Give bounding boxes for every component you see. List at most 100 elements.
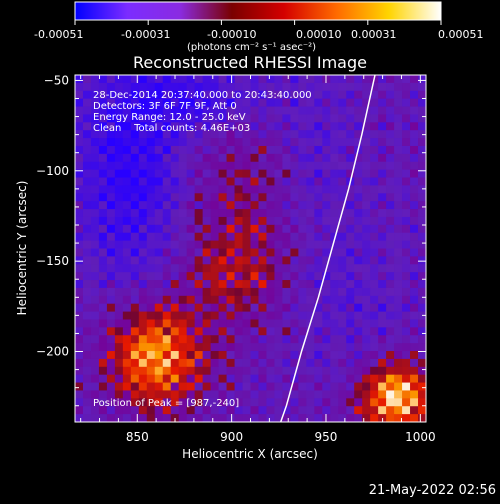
heatmap-cell xyxy=(162,374,172,383)
heatmap-cell xyxy=(210,98,219,107)
heatmap-cell xyxy=(178,106,188,115)
heatmap-cell xyxy=(122,390,132,399)
heatmap-cell xyxy=(146,414,156,422)
heatmap-cell xyxy=(330,351,339,360)
heatmap-cell xyxy=(258,351,267,360)
heatmap-cell xyxy=(75,193,84,202)
heatmap-cell xyxy=(242,216,251,226)
heatmap-cell xyxy=(242,177,251,186)
heatmap-cell xyxy=(378,169,387,178)
heatmap-cell xyxy=(242,193,251,202)
heatmap-cell xyxy=(170,358,180,368)
heatmap-cell xyxy=(370,358,379,368)
heatmap-cell xyxy=(226,138,235,147)
heatmap-cell xyxy=(338,90,347,100)
heatmap-cell xyxy=(178,295,188,305)
heatmap-cell xyxy=(402,295,411,305)
heatmap-cell xyxy=(346,75,355,84)
heatmap-cell xyxy=(370,295,379,305)
heatmap-cell xyxy=(338,224,347,234)
heatmap-cell xyxy=(98,382,108,391)
heatmap-cell xyxy=(386,311,395,320)
heatmap-cell xyxy=(162,114,172,123)
heatmap-cell xyxy=(402,169,411,178)
heatmap-cell xyxy=(394,201,403,210)
heatmap-cell xyxy=(242,406,251,415)
heatmap-cell xyxy=(106,272,116,281)
heatmap-cell xyxy=(202,390,212,399)
heatmap-cell xyxy=(170,75,180,84)
heatmap-cell xyxy=(346,138,355,147)
heatmap-cell xyxy=(154,240,164,249)
heatmap-cell xyxy=(250,280,259,289)
heatmap-cell xyxy=(202,185,212,194)
heatmap-cell xyxy=(90,185,100,194)
heatmap-cell xyxy=(178,256,188,265)
heatmap-cell xyxy=(322,311,331,320)
heatmap-cell xyxy=(75,256,84,265)
heatmap-cell xyxy=(290,209,299,218)
heatmap-cell xyxy=(82,358,92,368)
heatmap-cell xyxy=(218,224,227,234)
heatmap-cell xyxy=(114,106,124,115)
heatmap-cell xyxy=(418,185,426,194)
heatmap-cell xyxy=(362,177,371,186)
heatmap-cell xyxy=(370,319,379,328)
heatmap-cell xyxy=(314,366,323,376)
heatmap-cell xyxy=(258,169,267,178)
heatmap-cell xyxy=(106,106,116,115)
heatmap-cell xyxy=(314,374,323,383)
heatmap-cell xyxy=(186,90,196,100)
heatmap-cell xyxy=(306,295,315,305)
heatmap-cell xyxy=(122,382,132,391)
heatmap-cell xyxy=(386,232,395,242)
heatmap-cell xyxy=(130,351,140,360)
heatmap-cell xyxy=(394,303,403,312)
heatmap-cell xyxy=(386,248,395,257)
heatmap-cell xyxy=(194,122,204,131)
heatmap-cell xyxy=(314,193,323,202)
heatmap-cell xyxy=(402,351,411,360)
heatmap-cell xyxy=(306,248,315,257)
heatmap-cell xyxy=(122,209,132,218)
heatmap-cell xyxy=(170,311,180,320)
heatmap-cell xyxy=(138,169,148,178)
heatmap-cell xyxy=(194,114,204,123)
heatmap-cell xyxy=(306,232,315,242)
heatmap-cell xyxy=(194,351,204,360)
heatmap-cell xyxy=(250,177,259,186)
heatmap-cell xyxy=(82,327,92,336)
heatmap-cell xyxy=(138,122,148,131)
heatmap-cell xyxy=(394,177,403,186)
heatmap-cell xyxy=(266,303,275,312)
heatmap-cell xyxy=(234,145,243,155)
heatmap-cell xyxy=(370,248,379,257)
heatmap-cell xyxy=(346,114,355,123)
heatmap-cell xyxy=(250,145,259,155)
heatmap-cell xyxy=(146,193,156,202)
heatmap-cell xyxy=(338,406,347,415)
axis-ticks xyxy=(75,75,426,422)
heatmap-cell xyxy=(186,145,196,155)
heatmap-cell xyxy=(154,406,164,415)
heatmap-cell xyxy=(90,240,100,249)
heatmap-cell xyxy=(218,248,227,257)
heatmap-cell xyxy=(322,145,331,155)
heatmap-cell xyxy=(314,280,323,289)
heatmap-cell xyxy=(194,216,204,226)
heatmap-cell xyxy=(298,90,307,100)
heatmap-cell xyxy=(266,256,275,265)
heatmap-cell xyxy=(274,256,283,265)
heatmap-cell xyxy=(154,153,164,163)
heatmap-cell xyxy=(106,280,116,289)
heatmap-cell xyxy=(75,414,84,422)
heatmap-cell xyxy=(402,406,411,415)
heatmap-cell xyxy=(394,358,403,368)
heatmap-cell xyxy=(210,106,219,115)
heatmap-cell xyxy=(274,351,283,360)
heatmap-cell xyxy=(130,319,140,328)
heatmap-cell xyxy=(346,82,355,92)
heatmap-cell xyxy=(130,382,140,391)
heatmap-cell xyxy=(330,106,339,115)
heatmap-cell xyxy=(418,358,426,368)
